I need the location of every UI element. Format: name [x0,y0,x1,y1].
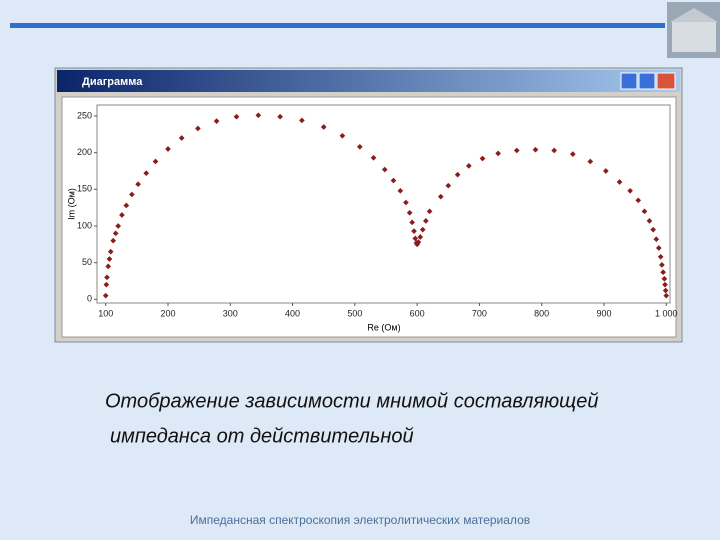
point [627,187,633,194]
point [616,179,623,185]
point [587,158,594,165]
caption-line: импеданса от действительной [110,425,414,447]
point [551,147,557,154]
x-tick-label: 800 [534,308,549,318]
point [320,124,327,130]
x-tick-label: 400 [285,308,300,318]
point [397,187,404,194]
y-tick-label: 150 [77,184,92,194]
x-tick-label: 300 [223,308,238,318]
point [660,269,666,276]
window-title: Диаграмма [82,76,143,88]
point [115,223,122,229]
caption-line: Отображение зависимости мнимой составляю… [105,390,598,412]
point [661,275,668,282]
footer: Импедансная спектроскопия электролитичес… [190,513,530,527]
point [479,155,486,162]
point [646,218,653,224]
point [423,218,429,224]
point [465,163,472,169]
point [104,274,110,281]
point [119,212,125,218]
x-tick-label: 500 [347,308,362,318]
point [650,226,657,233]
point [103,281,110,288]
x-tick-label: 100 [98,308,113,318]
point [107,248,114,255]
point [390,177,397,184]
point [255,112,262,119]
point [445,182,452,189]
x-axis-label: Re (Ом) [367,322,400,332]
point [339,132,346,139]
point [165,146,171,152]
point [143,170,150,177]
close-button[interactable] [656,72,676,90]
point [123,202,130,209]
point [102,292,109,299]
point [213,118,220,124]
point [357,143,363,150]
point [662,287,669,294]
point [406,209,413,216]
point [112,230,119,237]
point [426,208,433,215]
point [233,113,240,120]
x-tick-label: 1 000 [655,308,678,318]
top-bar [10,23,665,28]
point [655,245,662,251]
y-tick-label: 250 [77,110,92,120]
maximize-button[interactable] [638,72,656,90]
point [641,208,648,215]
point [603,168,609,174]
point [659,262,665,268]
point [105,263,112,270]
point [178,135,185,141]
point [532,146,539,153]
x-tick-label: 700 [472,308,487,318]
point [129,191,135,198]
plot-area [96,104,671,304]
point [409,219,415,226]
point [662,281,668,288]
y-tick-label: 200 [77,147,92,157]
x-tick-label: 200 [160,308,175,318]
point [419,226,426,233]
y-axis-label: Im (Ом) [66,188,76,220]
point [570,151,576,157]
point [411,228,417,234]
point [106,256,113,262]
minimize-button[interactable] [620,72,638,90]
point [152,158,159,165]
point [403,199,409,206]
point [299,117,305,124]
y-tick-label: 100 [77,220,92,230]
logo [667,2,720,58]
x-tick-label: 900 [596,308,611,318]
y-tick-label: 50 [82,257,92,267]
x-tick-label: 600 [410,308,425,318]
point [381,166,388,173]
point [110,237,117,244]
point [417,234,424,240]
point [663,292,670,299]
point [495,150,501,157]
point [653,236,660,243]
point [513,147,520,154]
point [454,171,461,178]
point [277,113,283,120]
point [635,197,642,204]
point [135,181,141,188]
point [437,193,444,200]
y-tick-label: 0 [87,294,92,304]
point [415,239,422,245]
point [370,154,377,161]
point [412,235,419,242]
